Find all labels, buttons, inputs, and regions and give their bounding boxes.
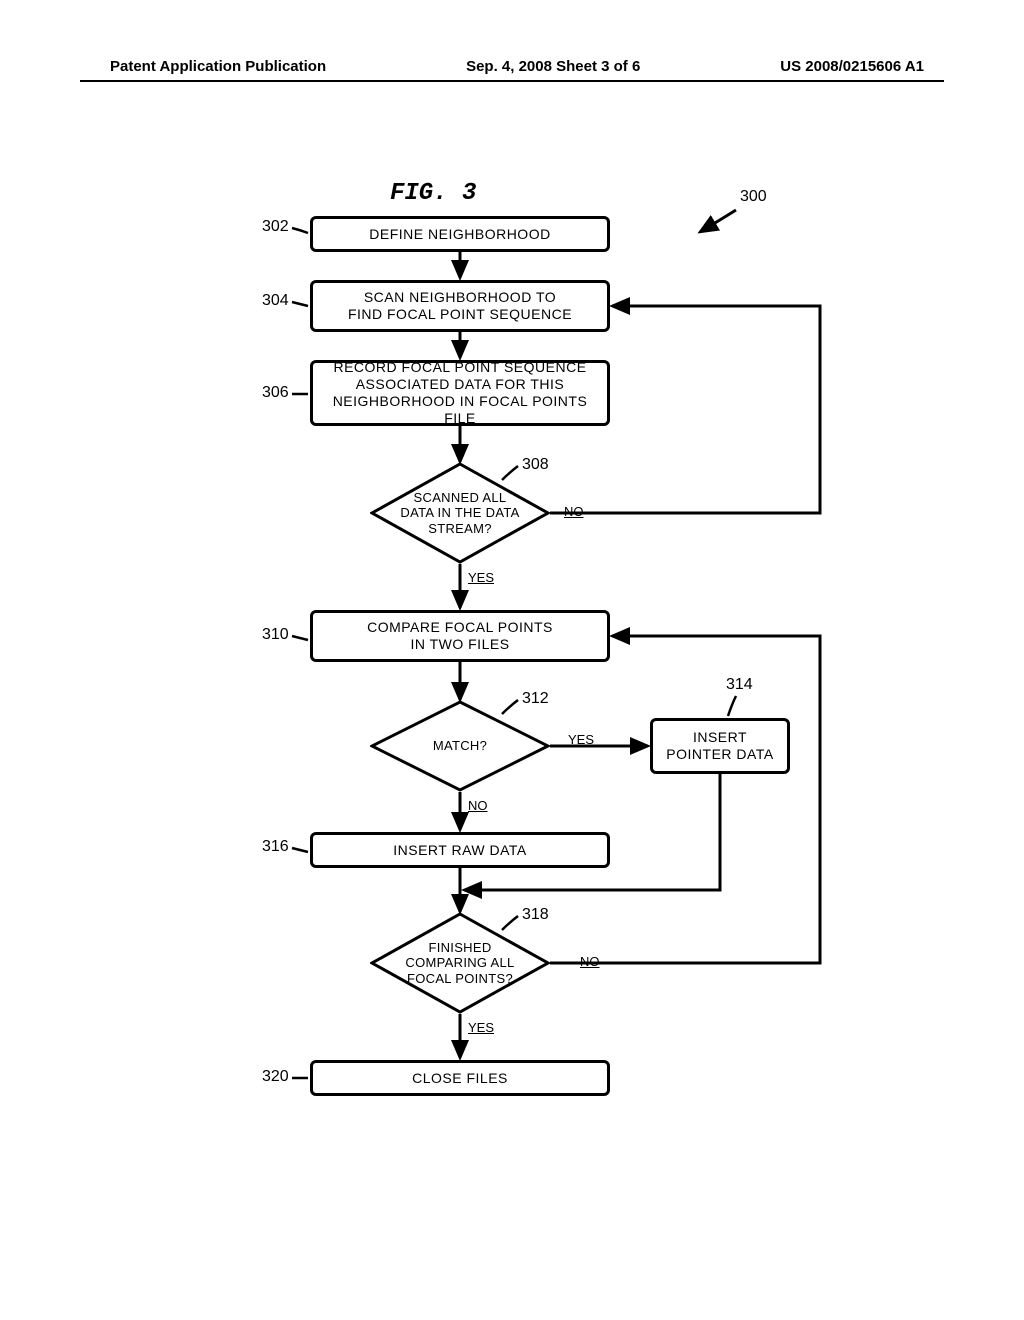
header-right: US 2008/0215606 A1 — [780, 58, 924, 75]
label-312-yes: YES — [568, 732, 594, 747]
diamond-312: MATCH? — [370, 700, 550, 792]
box-314-text: INSERT POINTER DATA — [666, 729, 773, 763]
label-308-yes: YES — [468, 570, 494, 585]
ref-314: 314 — [726, 676, 753, 694]
header-center: Sep. 4, 2008 Sheet 3 of 6 — [466, 58, 640, 75]
label-308-no: NO — [564, 504, 584, 519]
box-302: DEFINE NEIGHBORHOOD — [310, 216, 610, 252]
box-316-text: INSERT RAW DATA — [393, 842, 527, 859]
ref-306: 306 — [262, 384, 289, 402]
figure-title: FIG. 3 — [390, 180, 476, 207]
flowchart-diagram: FIG. 3 300 DEFINE NEIGHBORHOOD 302 SCAN … — [0, 180, 1024, 1200]
ref-316: 316 — [262, 838, 289, 856]
box-306-text: RECORD FOCAL POINT SEQUENCE ASSOCIATED D… — [321, 359, 599, 426]
box-310: COMPARE FOCAL POINTS IN TWO FILES — [310, 610, 610, 662]
box-304: SCAN NEIGHBORHOOD TO FIND FOCAL POINT SE… — [310, 280, 610, 332]
box-304-text: SCAN NEIGHBORHOOD TO FIND FOCAL POINT SE… — [348, 289, 572, 323]
label-312-no: NO — [468, 798, 488, 813]
diamond-318: FINISHED COMPARING ALL FOCAL POINTS? — [370, 912, 550, 1014]
box-314: INSERT POINTER DATA — [650, 718, 790, 774]
box-320-text: CLOSE FILES — [412, 1070, 508, 1087]
label-318-no: NO — [580, 954, 600, 969]
ref-300: 300 — [740, 188, 767, 206]
label-318-yes: YES — [468, 1020, 494, 1035]
box-316: INSERT RAW DATA — [310, 832, 610, 868]
diamond-318-text: FINISHED COMPARING ALL FOCAL POINTS? — [405, 940, 514, 987]
ref-302: 302 — [262, 218, 289, 236]
ref-304: 304 — [262, 292, 289, 310]
page-header: Patent Application Publication Sep. 4, 2… — [0, 58, 1024, 75]
box-310-text: COMPARE FOCAL POINTS IN TWO FILES — [367, 619, 553, 653]
box-320: CLOSE FILES — [310, 1060, 610, 1096]
ref-320: 320 — [262, 1068, 289, 1086]
ref-310: 310 — [262, 626, 289, 644]
connectors — [0, 180, 1024, 1200]
header-rule — [80, 80, 944, 82]
diamond-308: SCANNED ALL DATA IN THE DATA STREAM? — [370, 462, 550, 564]
box-302-text: DEFINE NEIGHBORHOOD — [369, 226, 550, 243]
diamond-308-text: SCANNED ALL DATA IN THE DATA STREAM? — [400, 490, 519, 537]
header-left: Patent Application Publication — [110, 58, 326, 75]
diamond-312-text: MATCH? — [433, 738, 487, 754]
box-306: RECORD FOCAL POINT SEQUENCE ASSOCIATED D… — [310, 360, 610, 426]
